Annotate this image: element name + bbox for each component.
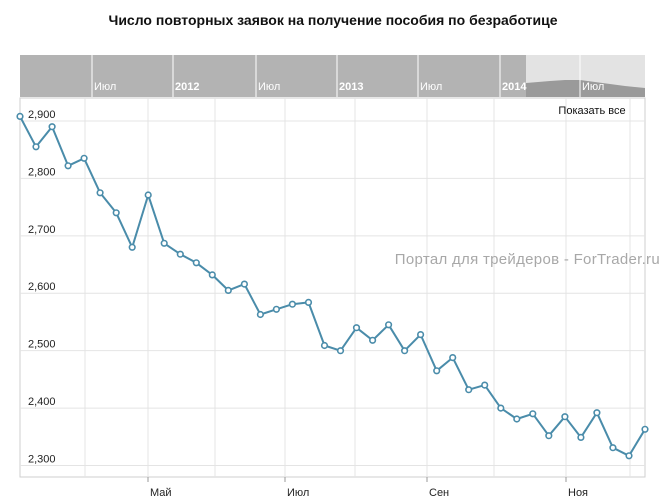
series-line [19,115,646,457]
y-tick-label: 2,500 [28,339,56,351]
x-tick-label: Июл [287,487,309,499]
data-point[interactable] [240,280,248,288]
x-tick-label: Май [150,487,172,499]
data-point[interactable] [352,324,361,332]
navigator-label: Июл [420,81,442,93]
data-point[interactable] [561,413,569,421]
data-point[interactable] [320,341,329,350]
chart-title: Число повторных заявок на получение посо… [108,12,558,28]
x-tick-label: Ноя [568,487,588,499]
data-point[interactable] [449,354,457,362]
watermark-text: Портал для трейдеров - ForTrader.ru [394,251,660,268]
navigator-label: Июл [94,81,116,93]
data-point[interactable] [48,123,56,131]
data-point[interactable] [417,331,425,339]
data-point[interactable] [577,433,585,442]
data-point[interactable] [160,239,168,247]
data-point[interactable] [513,415,521,423]
data-point[interactable] [609,444,617,452]
show-all-button[interactable]: Показать все [558,105,626,117]
y-tick-label: 2,600 [28,281,56,293]
data-point[interactable] [176,250,184,258]
data-point[interactable] [272,305,281,313]
data-point[interactable] [545,432,553,440]
navigator-svg[interactable]: Июл 2012 Июл 2013 Июл 2014 Июл [20,55,645,97]
data-point[interactable] [144,191,152,199]
data-point[interactable] [112,209,120,217]
data-point[interactable] [625,452,633,460]
navigator-sparkline [526,80,645,97]
data-point[interactable] [529,410,537,418]
data-point[interactable] [481,381,489,389]
data-point[interactable] [208,271,216,279]
y-tick-label: 2,300 [28,454,56,466]
data-point[interactable] [224,286,232,295]
data-point[interactable] [256,310,265,319]
data-point[interactable] [192,259,200,267]
data-point[interactable] [304,298,313,307]
data-point[interactable] [64,162,72,170]
data-point[interactable] [497,404,505,412]
navigator-label: 2014 [502,81,527,93]
data-point[interactable] [593,409,601,417]
y-tick-label: 2,800 [28,166,56,178]
data-point[interactable] [385,321,393,329]
data-point[interactable] [80,154,88,162]
data-point[interactable] [336,347,345,355]
data-point[interactable] [16,112,24,120]
plot-area [19,97,646,478]
data-point[interactable] [465,386,473,394]
y-tick-label: 2,400 [28,396,56,408]
data-point[interactable] [433,367,441,375]
navigator-label: Июл [582,81,604,93]
navigator-label: 2012 [175,81,199,93]
data-point[interactable] [128,243,136,251]
data-point[interactable] [288,300,297,308]
navigator-label: 2013 [339,81,363,93]
x-tick-label: Сен [429,487,449,499]
data-point[interactable] [641,425,649,433]
data-point[interactable] [32,143,40,151]
y-tick-label: 2,700 [28,224,56,236]
data-point[interactable] [369,336,377,344]
navigator-label: Июл [258,81,280,93]
data-point[interactable] [401,347,409,355]
y-tick-label: 2,900 [28,109,56,121]
data-point[interactable] [96,189,104,197]
range-navigator[interactable]: Июл 2012 Июл 2013 Июл 2014 Июл [20,55,645,97]
